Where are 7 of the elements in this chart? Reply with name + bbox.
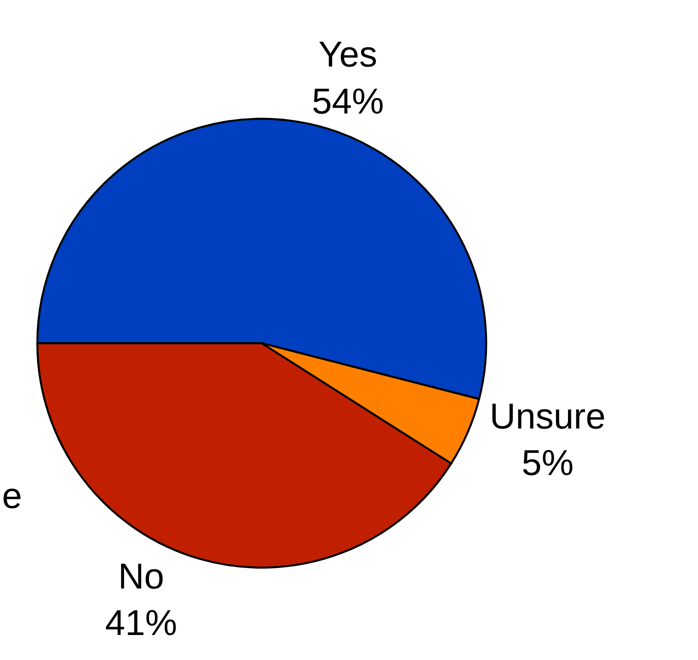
data-label: 5% [522,442,574,484]
slice-label: Yes [318,33,378,74]
data-label: 41% [105,602,178,644]
slice-label: Unsure [490,395,606,436]
slice-label: No [118,555,164,596]
text: e [2,475,22,516]
data-label: 54% [312,80,384,122]
